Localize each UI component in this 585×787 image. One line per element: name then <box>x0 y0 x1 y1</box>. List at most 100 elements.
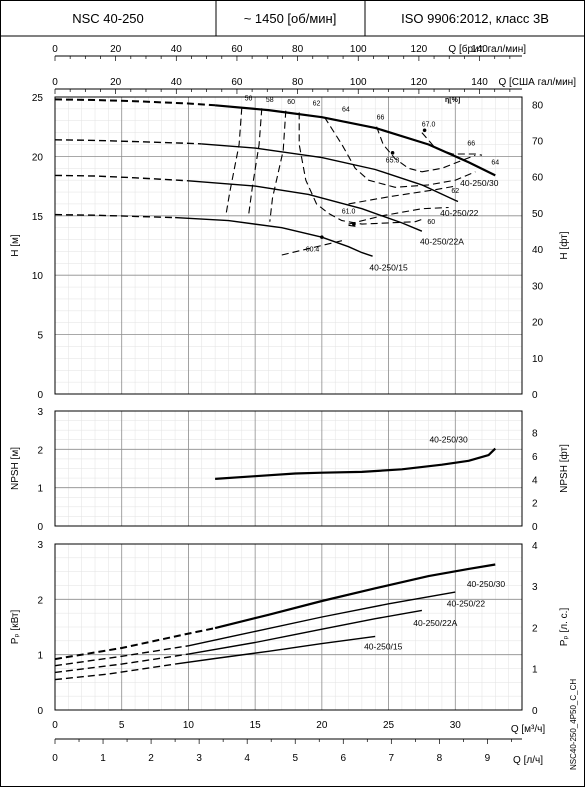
bottom-axis-ls-tick-label: 5 <box>292 753 298 764</box>
top-axis-usa-tick-label: 100 <box>350 77 367 88</box>
head-curve-label: 40-250/22 <box>440 208 479 218</box>
npsh-y2-axis-label: NPSH [фт] <box>558 444 570 493</box>
top-axis-brit-tick-label: 100 <box>350 44 367 55</box>
efficiency-label: 66 <box>377 115 385 122</box>
top-axis-brit-tick-label: 80 <box>292 44 304 55</box>
panel-frame <box>54 543 523 711</box>
efficiency-label: 60.4 <box>306 246 320 253</box>
efficiency-curve <box>298 112 423 225</box>
speed-label: ~ 1450 [об/мин] <box>244 11 337 26</box>
head-y2-axis-label: H [фт] <box>558 231 570 259</box>
top-axis-brit-tick-label: 120 <box>411 44 428 55</box>
power-y-tick-label: 3 <box>37 540 43 551</box>
power-y2-axis-label: Pₚ [л. с.] <box>559 608 570 647</box>
power-y2-tick-label: 2 <box>532 623 538 634</box>
power-y-tick-label: 1 <box>37 651 43 662</box>
top-axis-usa-tick-label: 40 <box>171 77 183 88</box>
x-axis-tick-label: 25 <box>383 720 395 731</box>
head-curve <box>215 104 496 177</box>
head-curve-label: 40-250/30 <box>460 178 499 188</box>
top-axis-brit-tick-label: 60 <box>231 44 243 55</box>
head-y2-tick-label: 60 <box>532 173 544 184</box>
efficiency-label: 60 <box>427 219 435 226</box>
efficiency-label: 64 <box>342 106 350 113</box>
power-y-axis-label: Pₚ [кВт] <box>10 609 21 644</box>
power-y2-tick-label: 3 <box>532 582 538 593</box>
bottom-axis-ls-tick-label: 6 <box>340 753 346 764</box>
top-axis-usa-tick-label: 120 <box>411 77 428 88</box>
head-y2-tick-label: 50 <box>532 209 544 220</box>
bottom-axis-ls-tick-label: 7 <box>389 753 395 764</box>
top-axis-usa-tick-label: 140 <box>471 77 488 88</box>
efficiency-curve <box>348 224 357 228</box>
npsh-curve <box>215 447 497 480</box>
head-y-tick-label: 25 <box>32 93 44 104</box>
efficiency-label: 62 <box>313 100 321 107</box>
head-curve <box>201 143 459 203</box>
efficiency-label: 61.0 <box>342 208 356 215</box>
panel-frame <box>54 410 523 527</box>
efficiency-curve <box>225 107 243 216</box>
npsh-y2-tick-label: 4 <box>532 475 538 486</box>
bottom-axis-ls-tick-label: 2 <box>148 753 154 764</box>
power-curve-dashed <box>54 653 189 674</box>
efficiency-axis-label: η[%] <box>445 97 460 104</box>
efficiency-point <box>352 222 356 226</box>
npsh-y-tick-label: 1 <box>37 484 43 495</box>
model-title: NSC 40-250 <box>72 11 144 26</box>
npsh-y2-tick-label: 6 <box>532 452 538 463</box>
npsh-y2-tick-label: 2 <box>532 499 538 510</box>
efficiency-curve <box>269 110 287 222</box>
top-axis-brit-tick-label: 40 <box>171 44 183 55</box>
npsh-curve-label: 40-250/30 <box>429 434 468 444</box>
side-code: NSC40-250_4P50_C_CH <box>569 679 578 770</box>
efficiency-curve <box>324 116 476 188</box>
power-curve <box>214 563 496 630</box>
npsh-y-tick-label: 3 <box>37 407 43 418</box>
efficiency-label: 67.0 <box>422 122 436 129</box>
efficiency-label: 66 <box>467 141 475 148</box>
head-y2-tick-label: 10 <box>532 354 544 365</box>
power-curve-label: 40-250/30 <box>467 579 506 589</box>
power-y-tick-label: 0 <box>37 706 43 717</box>
efficiency-label: 64 <box>491 160 499 167</box>
power-curve <box>175 635 376 665</box>
efficiency-point <box>422 128 427 133</box>
head-y2-tick-label: 70 <box>532 137 544 148</box>
head-curve-label: 40-250/15 <box>369 262 408 272</box>
head-curve-label: 40-250/22A <box>420 236 464 246</box>
top-axis-usa-tick-label: 20 <box>110 77 122 88</box>
x-axis-tick-label: 20 <box>316 720 328 731</box>
power-curve <box>188 591 456 647</box>
head-y-tick-label: 5 <box>37 331 43 342</box>
power-curve <box>188 609 423 655</box>
power-y-tick-label: 2 <box>37 595 43 606</box>
npsh-y-tick-label: 2 <box>37 445 43 456</box>
bottom-axis-ls-tick-label: 8 <box>437 753 443 764</box>
power-y2-tick-label: 0 <box>532 706 538 717</box>
header-bar: NSC 40-250 ~ 1450 [об/мин] ISO 9906:2012… <box>0 0 585 37</box>
x-axis-tick-label: 10 <box>183 720 195 731</box>
npsh-y-tick-label: 0 <box>37 522 43 533</box>
efficiency-point <box>390 151 395 155</box>
power-curve-label: 40-250/22 <box>447 599 486 609</box>
bottom-axis-ls-tick-label: 4 <box>244 753 250 764</box>
power-curve-dashed <box>54 627 216 661</box>
top-axis-usa-label: Q [США гал/мин] <box>498 77 576 88</box>
head-curve-dashed <box>54 98 216 107</box>
head-curve-dashed <box>54 174 189 182</box>
efficiency-label: 65.3 <box>386 157 400 164</box>
head-y2-tick-label: 80 <box>532 100 544 111</box>
head-y-tick-label: 10 <box>32 271 44 282</box>
head-y2-tick-label: 0 <box>532 390 538 401</box>
bottom-axis-ls-label: Q [л/ч] <box>513 755 543 766</box>
bottom-axis-ls-tick-label: 1 <box>100 753 106 764</box>
efficiency-label: 62 <box>451 188 459 195</box>
head-y2-tick-label: 20 <box>532 318 544 329</box>
top-axis-brit-tick-label: 140 <box>471 44 488 55</box>
head-curve-dashed <box>54 139 202 145</box>
head-y-axis-label: H [м] <box>10 234 21 257</box>
power-curve-dashed <box>54 663 176 681</box>
top-axis-brit-tick-label: 20 <box>110 44 122 55</box>
